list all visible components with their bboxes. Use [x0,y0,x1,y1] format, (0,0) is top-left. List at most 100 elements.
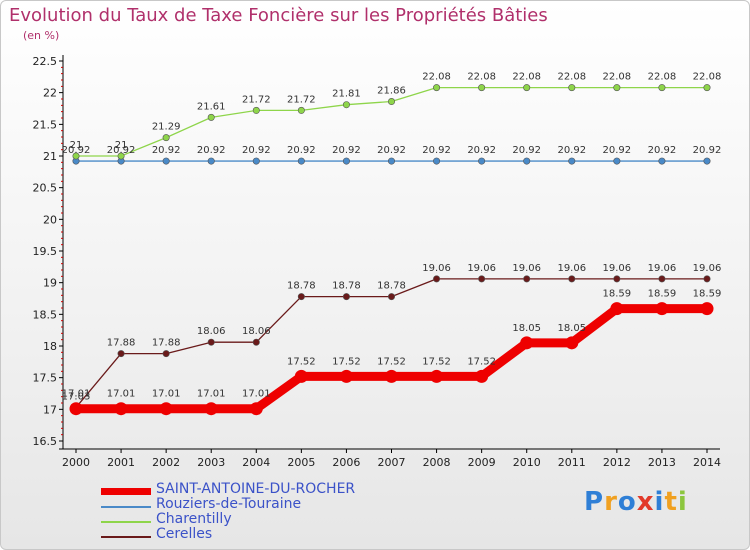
data-label: 18.59 [648,289,677,300]
data-label: 20.92 [512,145,541,156]
logo-letter: x [636,487,655,517]
logo-letter: r [604,487,618,517]
data-point [658,275,666,283]
data-point [568,84,576,92]
data-label: 18.59 [693,289,722,300]
data-label: 17.01 [242,389,271,400]
data-point [700,302,714,316]
y-tick-label: 18 [43,340,57,353]
data-label: 17.52 [377,356,406,367]
data-point [433,84,441,92]
data-label: 22.08 [648,72,677,83]
data-label: 20.92 [603,145,632,156]
y-tick-label: 20.5 [33,182,58,195]
data-label: 21 [115,140,128,151]
x-tick-label: 2002 [152,456,180,469]
logo-letter: i [677,487,688,517]
data-label: 21.86 [377,86,406,97]
data-point [249,402,263,416]
logo-letter: P [584,487,605,517]
data-point [610,302,624,316]
x-tick-label: 2010 [513,456,541,469]
data-point [568,275,576,283]
data-label: 20.92 [332,145,361,156]
data-label: 18.59 [603,289,632,300]
x-tick-label: 2008 [423,456,451,469]
data-point [613,275,621,283]
data-label: 18.78 [287,281,316,292]
data-point [433,157,441,165]
proxiti-logo: Proxiti [584,487,688,517]
data-label: 19.06 [512,263,541,274]
y-tick-label: 22 [43,87,57,100]
data-point [387,293,395,301]
data-label: 17.88 [152,338,181,349]
data-label: 17.52 [332,356,361,367]
data-label: 17.88 [107,338,136,349]
legend-swatch [101,536,151,538]
x-tick-label: 2007 [378,456,406,469]
data-point [703,157,711,165]
data-label: 18.78 [332,281,361,292]
legend-label: SAINT-ANTOINE-DU-ROCHER [156,481,356,497]
data-label: 22.08 [467,72,496,83]
data-point [703,275,711,283]
y-tick-label: 21.5 [33,118,58,131]
unit-label: (en %) [23,29,60,42]
x-tick-label: 2001 [107,456,135,469]
data-label: 20.92 [107,145,136,156]
y-tick-label: 17 [43,403,57,416]
data-point [475,369,489,383]
data-point [520,336,534,350]
x-tick-label: 2003 [197,456,225,469]
x-tick-label: 2004 [242,456,270,469]
data-point [297,157,305,165]
data-label: 17.52 [467,356,496,367]
data-label: 17.52 [287,356,316,367]
y-tick-label: 22.5 [33,55,58,68]
data-point [430,369,444,383]
data-label: 17.52 [422,356,451,367]
data-point [478,84,486,92]
data-point [117,152,125,160]
data-label: 17.01 [197,389,226,400]
data-point [117,350,125,358]
data-point [342,157,350,165]
logo-letter: i [654,487,665,517]
x-tick-label: 2012 [603,456,631,469]
data-point [523,275,531,283]
legend-label: Cerelles [156,526,213,542]
data-point [565,336,579,350]
data-label: 18.06 [242,326,271,337]
data-point [342,101,350,109]
data-point [204,402,218,416]
data-label: 19.06 [603,263,632,274]
legend-swatch [101,506,151,508]
data-label: 19.06 [422,263,451,274]
data-label: 18.05 [557,323,586,334]
data-point [613,84,621,92]
data-label: 20.92 [467,145,496,156]
data-point [387,98,395,106]
data-label: 21.72 [242,94,271,105]
data-point [72,152,80,160]
x-tick-label: 2009 [468,456,496,469]
x-tick-label: 2013 [648,456,676,469]
x-tick-label: 2005 [287,456,315,469]
data-point [478,157,486,165]
data-point [207,157,215,165]
data-label: 22.08 [422,72,451,83]
data-label: 21.81 [332,89,361,100]
data-label: 22.08 [693,72,722,83]
data-point [658,157,666,165]
data-point [478,275,486,283]
data-label: 20.92 [242,145,271,156]
data-point [613,157,621,165]
y-tick-label: 19.5 [33,245,58,258]
data-point [207,338,215,346]
x-tick-label: 2011 [558,456,586,469]
data-label: 20.92 [197,145,226,156]
data-point [252,106,260,114]
legend-label: Charentilly [156,511,232,527]
